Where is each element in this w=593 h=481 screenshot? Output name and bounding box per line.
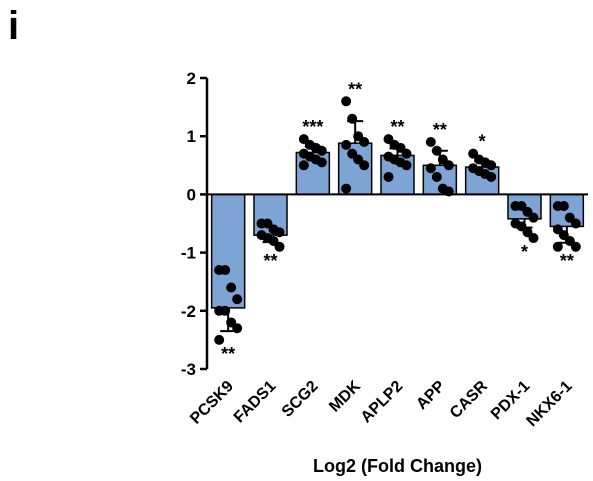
category-label: MDK [326,377,364,415]
significance-label: * [479,132,486,152]
data-point [443,160,454,171]
category-label: SCG2 [279,378,322,421]
data-point [570,241,581,252]
data-point [347,113,358,124]
data-point [552,241,563,252]
y-tick-label: -3 [181,360,196,379]
category-label: CASR [447,377,491,421]
data-point [486,160,497,171]
data-point [232,323,243,334]
data-point [341,139,352,150]
data-point [425,163,436,174]
data-point [359,137,370,148]
data-point [425,137,436,148]
data-point [220,265,231,276]
y-axis: 2 1 0 -1 -2 -3 [181,69,588,379]
category-label: APP [413,378,449,414]
category-label: NKX6-1 [523,378,575,430]
data-point [570,218,581,229]
data-point [341,96,352,107]
significance-label: ** [433,120,447,140]
y-tick-label: 1 [187,127,196,146]
data-point [401,148,412,159]
data-point [359,160,370,171]
data-point [316,157,327,168]
category-label: PCSK9 [187,378,237,428]
panel-letter: i [8,4,20,48]
data-point [274,227,285,238]
category-label: FADS1 [231,378,280,427]
data-point [214,334,225,345]
data-point [431,171,442,182]
significance-label: ** [390,117,404,137]
data-point [528,233,539,244]
y-tick-label: -2 [181,302,196,321]
data-point [383,171,394,182]
significance-label: *** [302,117,323,137]
points-layer [214,96,581,345]
data-point [558,201,569,212]
significance-label: * [521,242,528,262]
data-point [431,145,442,156]
data-point [341,183,352,194]
data-point [220,305,231,316]
significance-label: ** [560,251,574,271]
data-point [274,241,285,252]
labels-layer: **PCSK9**FADS1***SCG2**MDK**APLP2**APP*C… [187,79,575,430]
category-label: APLP2 [358,378,407,427]
x-axis-title: Log2 (Fold Change) [313,456,482,476]
significance-label: ** [221,344,235,364]
y-tick-label: 2 [187,69,196,88]
data-point [226,282,237,293]
significance-label: ** [348,79,362,99]
y-tick-label: 0 [187,185,196,204]
data-point [401,160,412,171]
y-tick-label: -1 [181,244,196,263]
data-point [486,171,497,182]
data-point [298,160,309,171]
data-point [232,294,243,305]
data-point [528,212,539,223]
data-point [316,145,327,156]
significance-label: ** [263,251,277,271]
